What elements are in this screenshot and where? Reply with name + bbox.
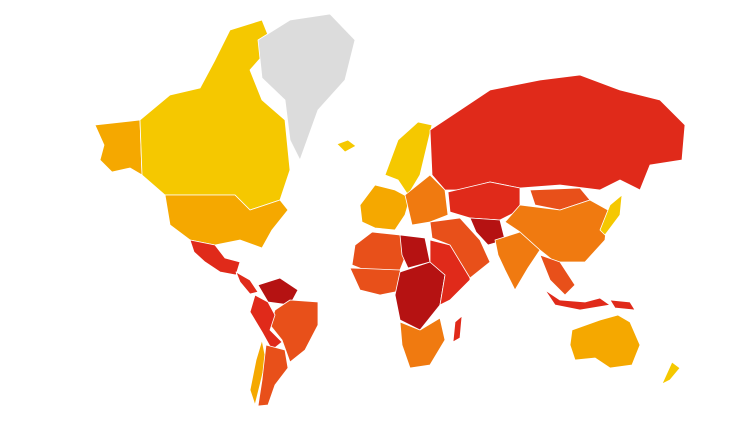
- region-southeast-asia[interactable]: [539, 254, 576, 296]
- region-japan[interactable]: [599, 194, 623, 236]
- region-madagascar[interactable]: [452, 315, 463, 343]
- region-western-europe[interactable]: [359, 184, 411, 231]
- region-libya[interactable]: [399, 234, 431, 269]
- region-usa[interactable]: [164, 194, 289, 249]
- region-north-africa[interactable]: [351, 231, 409, 273]
- region-alaska[interactable]: [94, 119, 143, 176]
- region-central-asia[interactable]: [447, 181, 521, 221]
- region-new-zealand[interactable]: [661, 361, 681, 385]
- region-mexico[interactable]: [189, 239, 241, 276]
- region-china[interactable]: [504, 199, 609, 263]
- region-indonesia[interactable]: [544, 289, 611, 311]
- region-australia[interactable]: [569, 314, 641, 369]
- region-southern-africa[interactable]: [399, 317, 446, 369]
- region-greenland[interactable]: [257, 13, 356, 161]
- region-eastern-europe[interactable]: [404, 174, 449, 226]
- region-west-africa[interactable]: [349, 267, 406, 296]
- region-russia[interactable]: [429, 74, 686, 191]
- region-papua[interactable]: [609, 299, 636, 311]
- region-andes[interactable]: [249, 294, 283, 351]
- region-central-america[interactable]: [235, 271, 259, 295]
- region-venezuela[interactable]: [257, 277, 299, 306]
- region-argentina[interactable]: [257, 344, 289, 407]
- region-scandinavia[interactable]: [384, 121, 433, 196]
- region-iceland[interactable]: [336, 139, 357, 153]
- region-middle-east[interactable]: [429, 217, 491, 279]
